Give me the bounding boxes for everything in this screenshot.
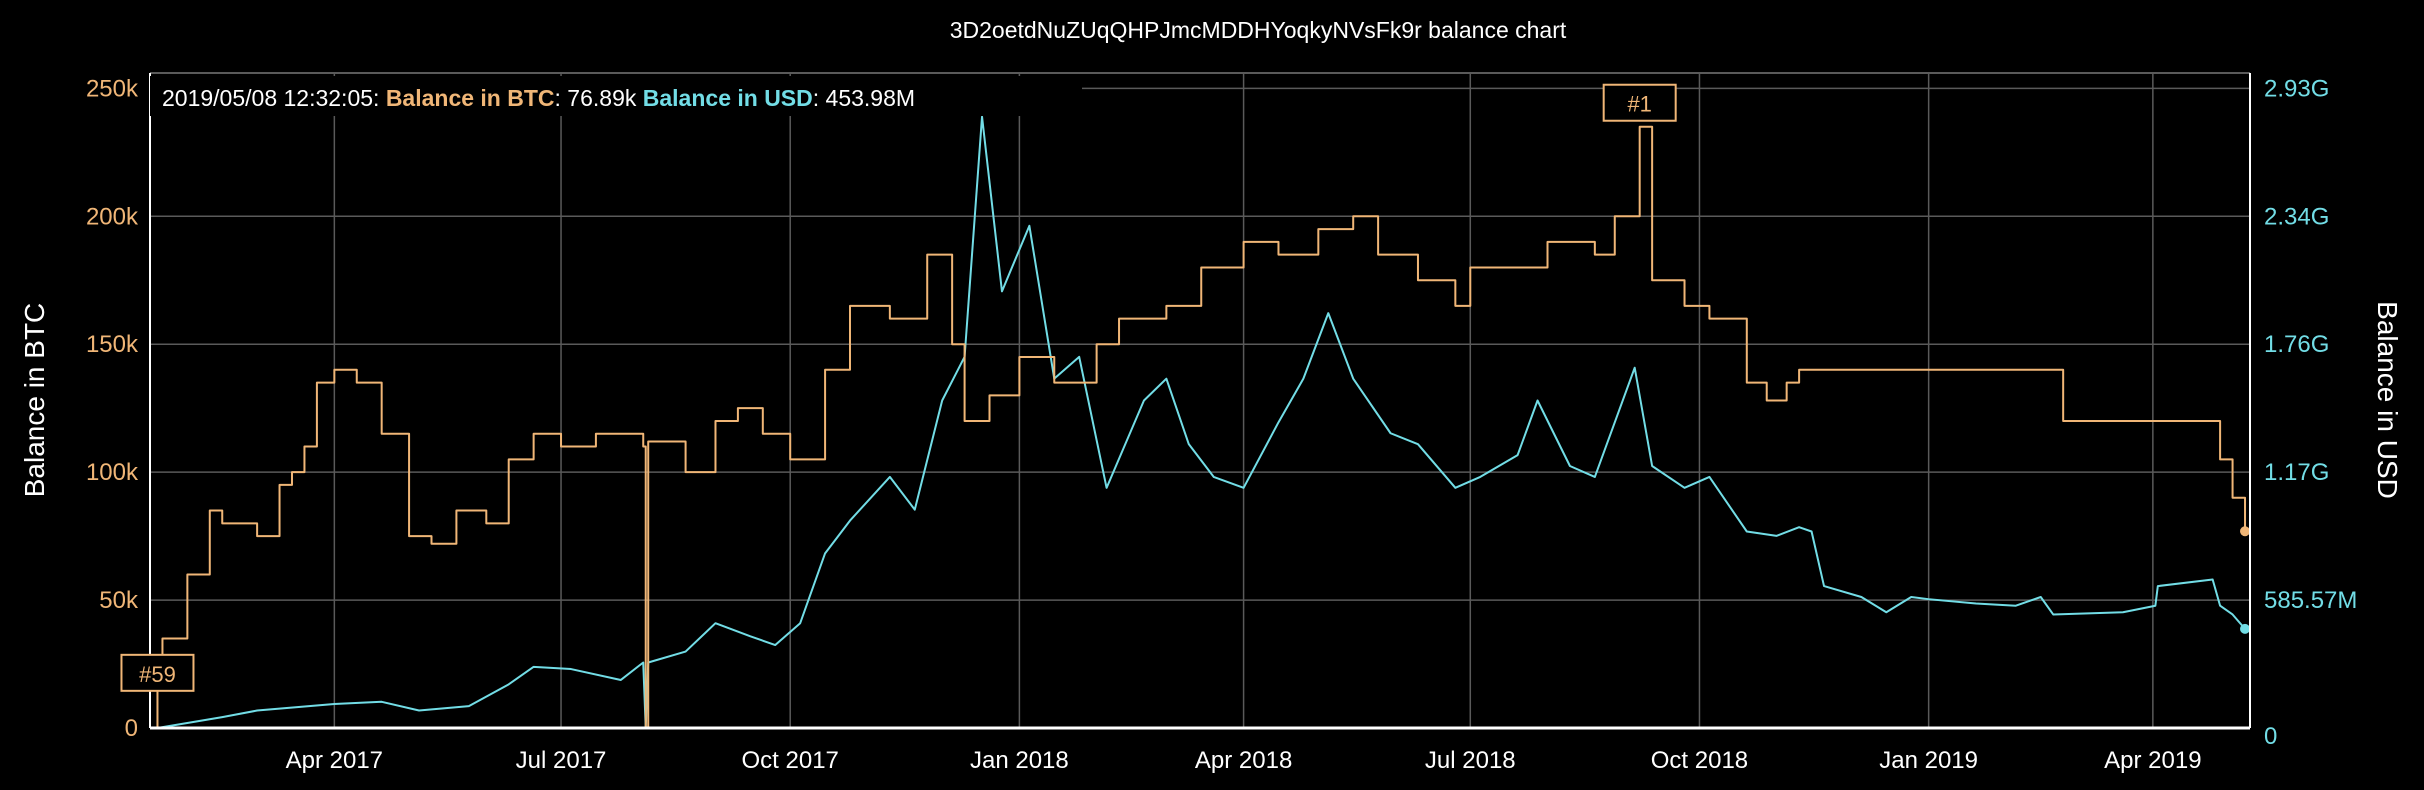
annotations: #59 #1 <box>120 83 1677 692</box>
y-tick-label: 0 <box>125 715 138 742</box>
y-tick-label: 50k <box>99 587 139 614</box>
x-tick-label: Apr 2017 <box>286 747 383 774</box>
y2-tick-label: 1.17G <box>2264 459 2329 486</box>
legend-btc-label: Balance in BTC <box>386 85 555 111</box>
legend-timestamp: 2019/05/08 12:32:05: <box>162 85 379 111</box>
annotation-label: #59 <box>139 662 176 687</box>
legend-usd-value: : 453.98M <box>813 85 915 111</box>
legend-background <box>150 76 1082 116</box>
usd-end-marker <box>2240 623 2251 634</box>
btc-end-marker <box>2240 526 2251 537</box>
usd-balance-line <box>157 115 2246 729</box>
x-tick-label: Jul 2017 <box>516 747 607 774</box>
x-tick-label: Apr 2019 <box>2104 747 2201 774</box>
y2-axis-title: Balance in USD <box>2372 301 2403 499</box>
annotation-box <box>120 653 195 692</box>
y-tick-label: 100k <box>86 459 139 486</box>
x-tick-label: Jan 2018 <box>970 747 1069 774</box>
y2-tick-label: 0 <box>2264 723 2277 750</box>
x-tick-label: Apr 2018 <box>1195 747 1292 774</box>
axes: 0 50k 100k 150k 200k 250k 0 585.57M 1.17G 1.76G 2.… <box>86 73 2357 774</box>
y-tick-label: 150k <box>86 331 139 358</box>
y-tick-label: 200k <box>86 203 139 230</box>
y2-tick-label: 585.57M <box>2264 587 2357 614</box>
y2-tick-label: 2.93G <box>2264 75 2329 102</box>
x-tick-label: Jan 2019 <box>1879 747 1978 774</box>
y2-tick-label: 1.76G <box>2264 331 2329 358</box>
x-tick-label: Jul 2018 <box>1425 747 1516 774</box>
legend-usd-label: Balance in USD <box>643 85 813 111</box>
x-tick-label: Oct 2017 <box>742 747 839 774</box>
btc-balance-line <box>156 125 2247 729</box>
legend-text: 2019/05/08 12:32:05: Balance in BTC: 76.… <box>162 85 915 111</box>
y-axis-title: Balance in BTC <box>19 303 50 498</box>
grid <box>150 72 2250 728</box>
y-tick-label: 250k <box>86 75 139 102</box>
legend-btc-value: : 76.89k <box>555 85 637 111</box>
legend: 2019/05/08 12:32:05: Balance in BTC: 76.… <box>150 76 1082 116</box>
series-layer <box>156 115 2251 729</box>
annotation-label: #1 <box>1627 92 1651 117</box>
x-tick-label: Oct 2018 <box>1651 747 1748 774</box>
annotation-box <box>1602 83 1677 122</box>
y2-tick-label: 2.34G <box>2264 203 2329 230</box>
chart-title: 3D2oetdNuZUqQHPJmcMDDHYoqkyNVsFk9r balan… <box>950 17 1567 43</box>
